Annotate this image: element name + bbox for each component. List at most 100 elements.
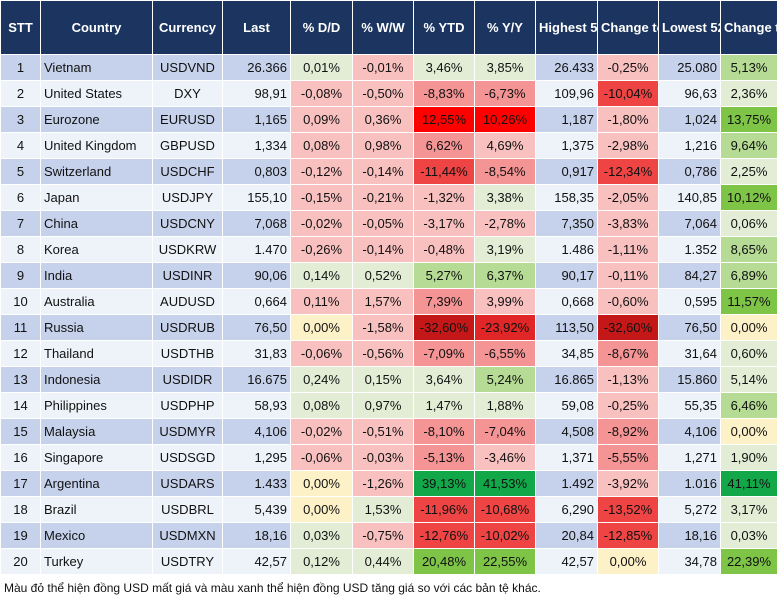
cell-yy: -8,54%	[474, 158, 536, 185]
cell-chl: 5,14%	[720, 366, 777, 393]
cell-ww: -0,75%	[352, 522, 414, 549]
cell-high: 0,917	[535, 158, 598, 185]
cell-chh: -8,92%	[597, 418, 659, 445]
cell-country: Malaysia	[40, 418, 153, 445]
cell-dd: -0,26%	[290, 236, 353, 263]
cell-yy: -3,46%	[474, 444, 536, 471]
cell-chl: 6,89%	[720, 262, 777, 289]
cell-high: 26.433	[535, 54, 598, 81]
cell-high: 1.486	[535, 236, 598, 263]
cell-ww: 0,15%	[352, 366, 414, 393]
cell-yy: 3,38%	[474, 184, 536, 211]
cell-last: 98,91	[222, 80, 291, 107]
table-row: 16 Singapore USDSGD 1,295 -0,06% -0,03% -5,13%…	[0, 444, 777, 471]
cell-chl: 0,03%	[720, 522, 777, 549]
cell-country: Eurozone	[40, 106, 153, 133]
table-row: 7 China USDCNY 7,068 -0,02% -0,05% -3,17% -2,78…	[0, 210, 777, 237]
cell-chl: 9,64%	[720, 132, 777, 159]
cell-currency: USDTHB	[152, 340, 223, 367]
cell-dd: 0,00%	[290, 470, 353, 497]
table-row: 19 Mexico USDMXN 18,16 0,03% -0,75% -12,76% -10…	[0, 522, 777, 549]
cell-country: Japan	[40, 184, 153, 211]
cell-ytd: 20,48%	[413, 548, 475, 575]
cell-chl: 6,46%	[720, 392, 777, 419]
cell-currency: USDCHF	[152, 158, 223, 185]
cell-country: Turkey	[40, 548, 153, 575]
cell-last: 1.433	[222, 470, 291, 497]
cell-country: Philippines	[40, 392, 153, 419]
cell-low: 4,106	[658, 418, 721, 445]
cell-low: 1,271	[658, 444, 721, 471]
table-row: 8 Korea USDKRW 1.470 -0,26% -0,14% -0,48% 3,19%…	[0, 236, 777, 263]
cell-dd: 0,24%	[290, 366, 353, 393]
cell-dd: -0,15%	[290, 184, 353, 211]
cell-chl: 13,75%	[720, 106, 777, 133]
cell-last: 18,16	[222, 522, 291, 549]
cell-dd: 0,00%	[290, 314, 353, 341]
cell-country: Indonesia	[40, 366, 153, 393]
cell-ytd: 3,46%	[413, 54, 475, 81]
cell-dd: -0,06%	[290, 340, 353, 367]
cell-low: 15.860	[658, 366, 721, 393]
column-header: Highest 52W	[535, 0, 598, 55]
cell-ww: 0,98%	[352, 132, 414, 159]
cell-yy: -6,55%	[474, 340, 536, 367]
cell-ytd: 39,13%	[413, 470, 475, 497]
cell-low: 140,85	[658, 184, 721, 211]
cell-ww: 1,53%	[352, 496, 414, 523]
cell-low: 0,786	[658, 158, 721, 185]
cell-ytd: -12,76%	[413, 522, 475, 549]
cell-currency: DXY	[152, 80, 223, 107]
cell-currency: USDARS	[152, 470, 223, 497]
cell-chl: 10,12%	[720, 184, 777, 211]
table-row: 6 Japan USDJPY 155,10 -0,15% -0,21% -1,32% 3,38…	[0, 184, 777, 211]
cell-ww: -0,14%	[352, 236, 414, 263]
table-row: 9 India USDINR 90,06 0,14% 0,52% 5,27% 6,37% 90,…	[0, 262, 777, 289]
cell-ytd: -5,13%	[413, 444, 475, 471]
cell-ww: -0,01%	[352, 54, 414, 81]
cell-stt: 11	[0, 314, 41, 341]
cell-ww: -0,21%	[352, 184, 414, 211]
cell-high: 1,371	[535, 444, 598, 471]
cell-country: Switzerland	[40, 158, 153, 185]
cell-stt: 20	[0, 548, 41, 575]
cell-chl: 8,65%	[720, 236, 777, 263]
cell-dd: 0,09%	[290, 106, 353, 133]
cell-currency: USDJPY	[152, 184, 223, 211]
cell-stt: 14	[0, 392, 41, 419]
cell-chh: -8,67%	[597, 340, 659, 367]
cell-low: 55,35	[658, 392, 721, 419]
cell-currency: USDRUB	[152, 314, 223, 341]
cell-ww: 0,44%	[352, 548, 414, 575]
cell-low: 7,064	[658, 210, 721, 237]
cell-ytd: 6,62%	[413, 132, 475, 159]
cell-ytd: 3,64%	[413, 366, 475, 393]
cell-last: 7,068	[222, 210, 291, 237]
cell-low: 1.352	[658, 236, 721, 263]
table-row: 18 Brazil USDBRL 5,439 0,00% 1,53% -11,96% -10,…	[0, 496, 777, 523]
cell-chh: -10,04%	[597, 80, 659, 107]
cell-ww: 1,57%	[352, 288, 414, 315]
cell-dd: 0,11%	[290, 288, 353, 315]
cell-chh: -32,60%	[597, 314, 659, 341]
cell-high: 1,375	[535, 132, 598, 159]
column-header: Currency	[152, 0, 223, 55]
table-row: 4 United Kingdom GBPUSD 1,334 0,08% 0,98% 6,62…	[0, 132, 777, 159]
table-row: 11 Russia USDRUB 76,50 0,00% -1,58% -32,60% -23…	[0, 314, 777, 341]
cell-ww: -0,03%	[352, 444, 414, 471]
cell-chh: -13,52%	[597, 496, 659, 523]
cell-low: 25.080	[658, 54, 721, 81]
cell-low: 34,78	[658, 548, 721, 575]
cell-yy: 3,19%	[474, 236, 536, 263]
cell-currency: USDIDR	[152, 366, 223, 393]
cell-stt: 2	[0, 80, 41, 107]
cell-yy: -23,92%	[474, 314, 536, 341]
cell-stt: 18	[0, 496, 41, 523]
cell-chl: 22,39%	[720, 548, 777, 575]
cell-dd: 0,03%	[290, 522, 353, 549]
table-row: 1 Vietnam USDVND 26.366 0,01% -0,01% 3,46% 3,85…	[0, 54, 777, 81]
cell-high: 16.865	[535, 366, 598, 393]
cell-yy: -2,78%	[474, 210, 536, 237]
cell-ww: -0,51%	[352, 418, 414, 445]
cell-country: United States	[40, 80, 153, 107]
